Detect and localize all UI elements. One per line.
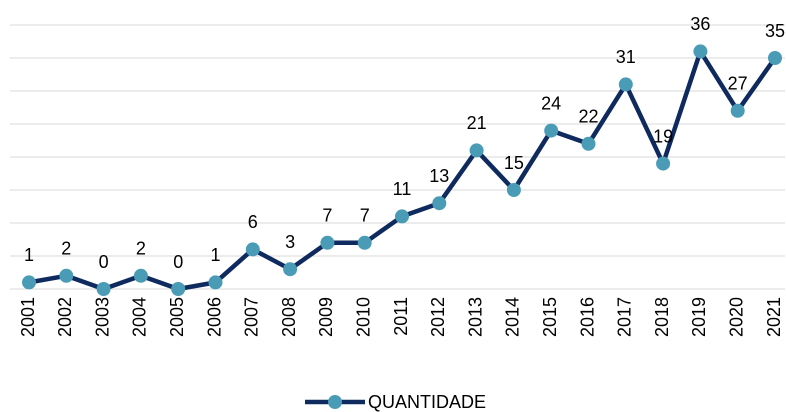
legend-label: QUANTIDADE [368,392,486,412]
point [544,123,559,138]
data-label: 21 [467,113,487,133]
point [693,44,708,59]
x-tick-label: 2015 [540,297,560,337]
point [22,275,36,290]
data-label: 27 [728,74,748,94]
point [320,235,335,250]
data-label: 24 [541,93,561,113]
point [506,183,521,197]
data-label: 2 [61,239,71,259]
data-label: 22 [578,107,598,127]
point [171,282,186,296]
data-label: 3 [285,232,295,252]
data-label: 7 [322,206,332,226]
data-label: 0 [173,252,183,272]
data-label: 7 [360,206,370,226]
x-tick-label: 2019 [689,297,709,337]
point [208,275,223,290]
x-tick-label: 2006 [204,297,224,337]
point [469,143,484,158]
data-label: 15 [504,153,524,173]
x-tick-label: 2017 [615,297,635,337]
point [357,235,372,250]
data-label: 1 [24,245,34,265]
x-tick-label: 2020 [726,297,746,337]
data-label: 13 [429,166,449,186]
x-tick-label: 2013 [465,297,485,337]
point [618,77,633,92]
point [581,136,596,151]
x-tick-label: 2001 [18,297,38,337]
data-label: 11 [393,179,412,199]
point [59,268,74,283]
x-tick-label: 2012 [428,297,448,337]
data-label: 35 [765,21,785,41]
data-label: 1 [210,245,220,265]
x-tick-label: 2021 [764,297,784,337]
x-tick-label: 2002 [55,297,75,337]
point [768,51,782,65]
point [656,156,671,171]
x-tick-label: 2010 [353,297,373,337]
x-tick-label: 2003 [92,297,112,337]
data-label: 19 [653,126,673,146]
x-tick-label: 2007 [242,297,262,337]
x-tick-label: 2008 [279,297,299,337]
legend-marker [328,395,342,409]
data-label: 2 [136,239,146,259]
data-label: 0 [99,252,109,272]
x-tick-label: 2004 [130,297,150,337]
x-tick-label: 2011 [391,297,411,336]
point [96,282,111,296]
point [432,196,447,211]
point [730,103,745,118]
x-tick-label: 2014 [503,297,523,337]
x-tick-label: 2009 [316,297,336,337]
point [283,262,298,277]
point [395,209,409,224]
x-tick-label: 2016 [577,297,597,337]
x-tick-label: 2005 [167,297,187,337]
data-label: 6 [248,212,258,232]
x-tick-label: 2018 [652,297,672,337]
point [133,268,148,283]
data-label: 36 [690,14,710,34]
data-label: 31 [616,47,636,67]
point [245,242,260,257]
